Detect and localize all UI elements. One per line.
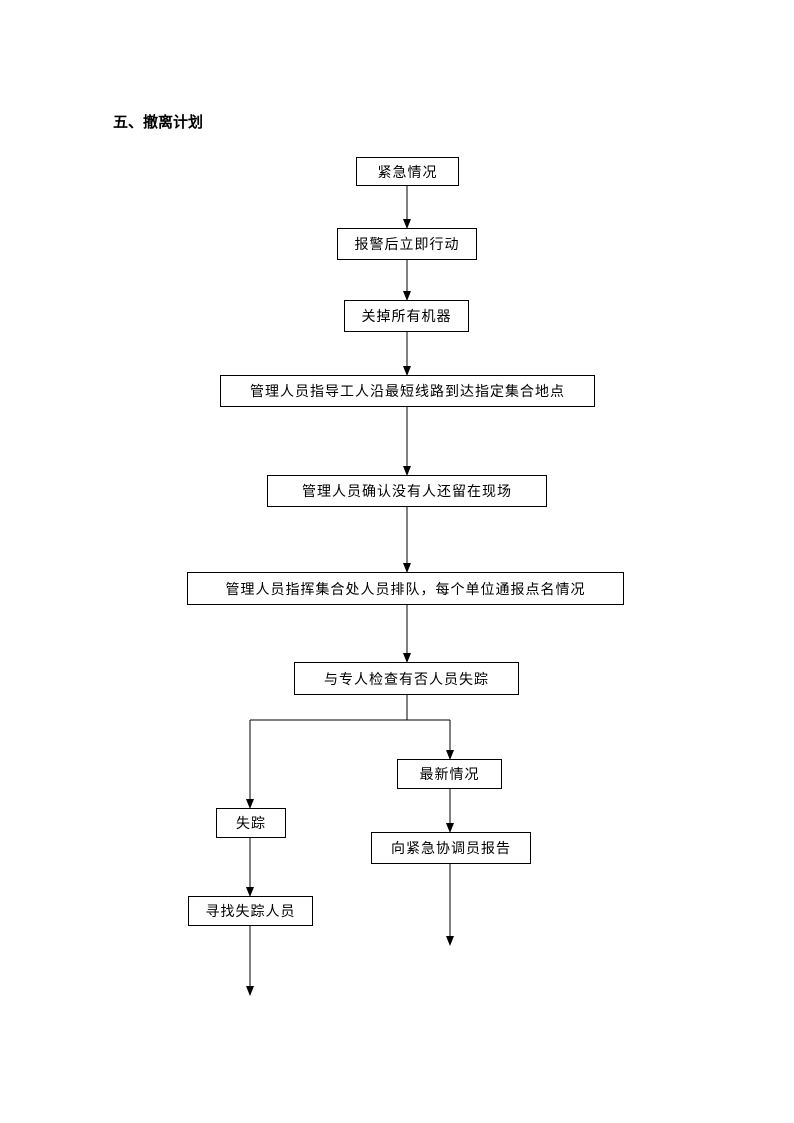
flowchart-node-n7: 与专人检查有否人员失踪 (294, 662, 519, 695)
flowchart-node-n1: 紧急情况 (356, 157, 459, 186)
flowchart-node-n2: 报警后立即行动 (337, 228, 477, 260)
flowchart-node-n4: 管理人员指导工人沿最短线路到达指定集合地点 (220, 375, 595, 407)
flowchart-node-n8: 最新情况 (397, 759, 502, 789)
section-title: 五、撤离计划 (113, 111, 203, 132)
flowchart-node-n3: 关掉所有机器 (344, 300, 469, 332)
flowchart-node-n11: 寻找失踪人员 (188, 896, 313, 926)
flowchart-node-n5: 管理人员确认没有人还留在现场 (267, 475, 547, 507)
flowchart-node-n9: 失踪 (216, 808, 286, 838)
flowchart-node-n6: 管理人员指挥集合处人员排队，每个单位通报点名情况 (187, 572, 624, 605)
flowchart-node-n10: 向紧急协调员报告 (371, 832, 531, 864)
